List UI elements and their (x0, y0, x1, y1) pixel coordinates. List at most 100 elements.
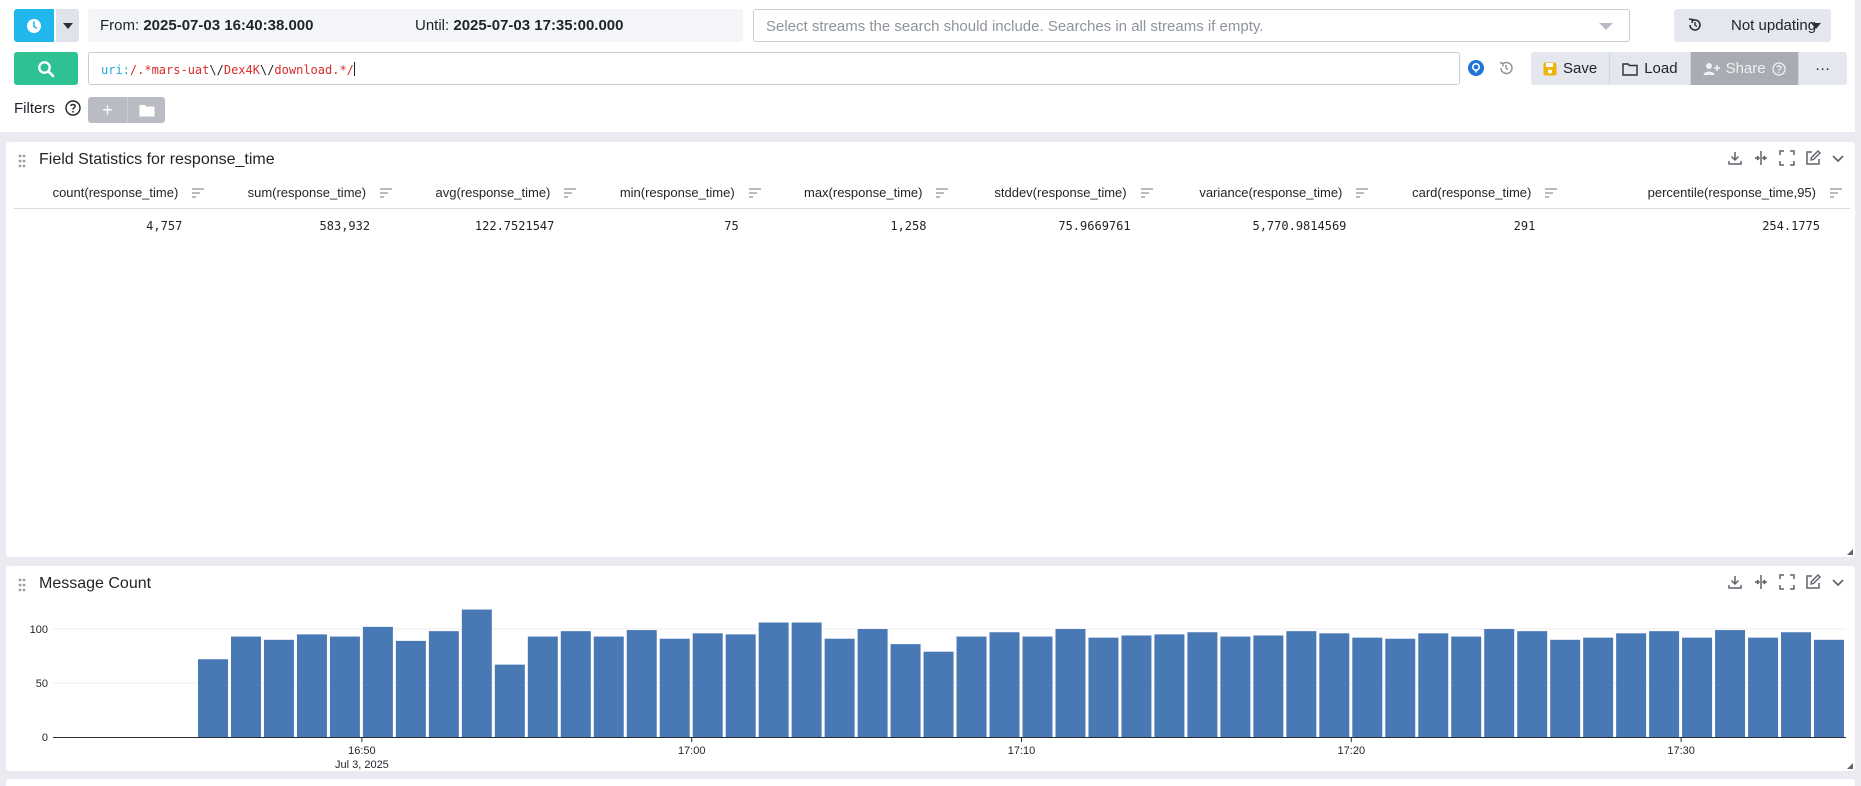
sort-icon[interactable] (1140, 186, 1153, 201)
bar (989, 632, 1020, 737)
share-button[interactable]: Share (1690, 52, 1799, 85)
bar (1484, 629, 1515, 737)
bar (1319, 633, 1350, 737)
streams-select[interactable]: Select streams the search should include… (753, 9, 1630, 42)
bar (1352, 637, 1383, 737)
column-header[interactable]: min(response_time) (584, 178, 769, 209)
from-range: From: 2025-07-03 16:40:38.000 (100, 17, 313, 34)
expand-icon[interactable] (1779, 150, 1795, 166)
folder-icon (1622, 62, 1638, 76)
column-header-label: avg(response_time) (435, 184, 551, 200)
resize-handle-icon[interactable] (1847, 763, 1853, 769)
query-token: download.*/ (274, 63, 354, 77)
refresh-interval-button[interactable]: Not updating (1674, 9, 1831, 42)
save-button[interactable]: Save (1531, 52, 1611, 85)
bar (461, 609, 492, 737)
sort-icon[interactable] (748, 186, 761, 201)
search-actions: Save Load Share ··· (1531, 52, 1847, 85)
history-icon[interactable] (1497, 59, 1515, 77)
query-input[interactable]: uri:/.*mars-uat\/Dex4K\/download.*/ (88, 52, 1460, 85)
replay-search-icon[interactable] (1753, 150, 1769, 166)
bar (791, 622, 822, 737)
bar (593, 636, 624, 737)
bar (329, 636, 360, 737)
column-header[interactable]: sum(response_time) (212, 178, 401, 209)
table-cell: 122.7521547 (474, 219, 555, 234)
plus-icon: + (102, 100, 113, 120)
message-count-panel: Message Count 0 50 100 16:50 Jul 3, 2025 17:0… (6, 566, 1855, 771)
text-cursor (353, 62, 355, 76)
bar (1748, 637, 1779, 737)
table-cell: 291 (1513, 219, 1536, 234)
y-tick-label: 0 (42, 732, 48, 744)
until-value: 2025-07-03 17:35:00.000 (453, 17, 624, 34)
table-cell: 1,258 (890, 219, 927, 234)
more-label: ··· (1815, 60, 1831, 77)
bar (560, 631, 591, 737)
column-header[interactable]: percentile(response_time,95) (1565, 178, 1850, 209)
sort-icon[interactable] (1356, 186, 1369, 201)
sort-icon[interactable] (564, 186, 577, 201)
bar (1220, 636, 1251, 737)
table-cell: 5,770.9814569 (1252, 219, 1347, 234)
bar (1154, 634, 1185, 737)
sort-icon[interactable] (936, 186, 949, 201)
bar (1715, 630, 1746, 737)
refresh-icon (1688, 18, 1701, 31)
bar (1022, 636, 1053, 737)
query-token: Dex4K (223, 63, 260, 77)
drag-handle-icon[interactable] (18, 578, 26, 592)
column-header[interactable]: variance(response_time) (1160, 178, 1377, 209)
panel-actions (1727, 574, 1845, 590)
time-range-dropdown-button[interactable] (56, 9, 79, 42)
field-statistics-panel: Field Statistics for response_time count… (6, 142, 1855, 557)
expand-icon[interactable] (1779, 574, 1795, 590)
column-header-label: percentile(response_time,95) (1647, 184, 1816, 200)
sort-icon[interactable] (192, 186, 205, 201)
bar (758, 622, 789, 737)
edit-icon[interactable] (1805, 574, 1821, 590)
edit-icon[interactable] (1805, 150, 1821, 166)
resize-handle-icon[interactable] (1847, 549, 1853, 555)
column-header-label: variance(response_time) (1199, 184, 1343, 200)
column-header[interactable]: count(response_time) (14, 178, 213, 209)
until-range: Until: 2025-07-03 17:35:00.000 (415, 17, 624, 34)
column-header[interactable]: stddev(response_time) (956, 178, 1161, 209)
question-circle-icon (1771, 61, 1786, 76)
panel-actions (1727, 150, 1845, 166)
load-button[interactable]: Load (1610, 52, 1691, 85)
search-button[interactable] (14, 52, 78, 85)
table-header-row: count(response_time) sum(response_time) av… (14, 178, 1850, 209)
search-icon (38, 60, 55, 77)
more-actions-button[interactable]: ··· (1798, 52, 1847, 85)
share-label: Share (1725, 60, 1766, 77)
bar (1682, 637, 1713, 737)
next-panel (6, 779, 1855, 786)
question-circle-icon[interactable] (65, 100, 81, 116)
column-header[interactable]: avg(response_time) (400, 178, 585, 209)
chevron-down-icon[interactable] (1831, 150, 1845, 166)
query-token: \/ (209, 63, 224, 77)
sort-icon[interactable] (1830, 186, 1842, 201)
load-filter-button[interactable] (128, 97, 165, 123)
replay-search-icon[interactable] (1753, 574, 1769, 590)
map-marker-icon[interactable] (1467, 59, 1485, 77)
filter-buttons: + (88, 97, 165, 123)
download-icon[interactable] (1727, 150, 1743, 166)
sort-icon[interactable] (380, 186, 393, 201)
chevron-down-icon[interactable] (1831, 574, 1845, 590)
column-header[interactable]: card(response_time) (1376, 178, 1566, 209)
panel-title: Field Statistics for response_time (39, 151, 275, 168)
sort-icon[interactable] (1545, 186, 1558, 201)
column-header[interactable]: max(response_time) (768, 178, 957, 209)
bar (1418, 633, 1449, 737)
add-filter-button[interactable]: + (88, 97, 128, 123)
drag-handle-icon[interactable] (18, 154, 26, 168)
time-range-type-button[interactable] (14, 9, 54, 42)
time-range-display[interactable]: From: 2025-07-03 16:40:38.000 Until: 202… (88, 9, 743, 42)
bar (1781, 632, 1812, 737)
download-icon[interactable] (1727, 574, 1743, 590)
column-header-label: card(response_time) (1412, 184, 1532, 200)
x-tick-label: 17:00 (678, 745, 706, 757)
bar (1550, 639, 1581, 737)
